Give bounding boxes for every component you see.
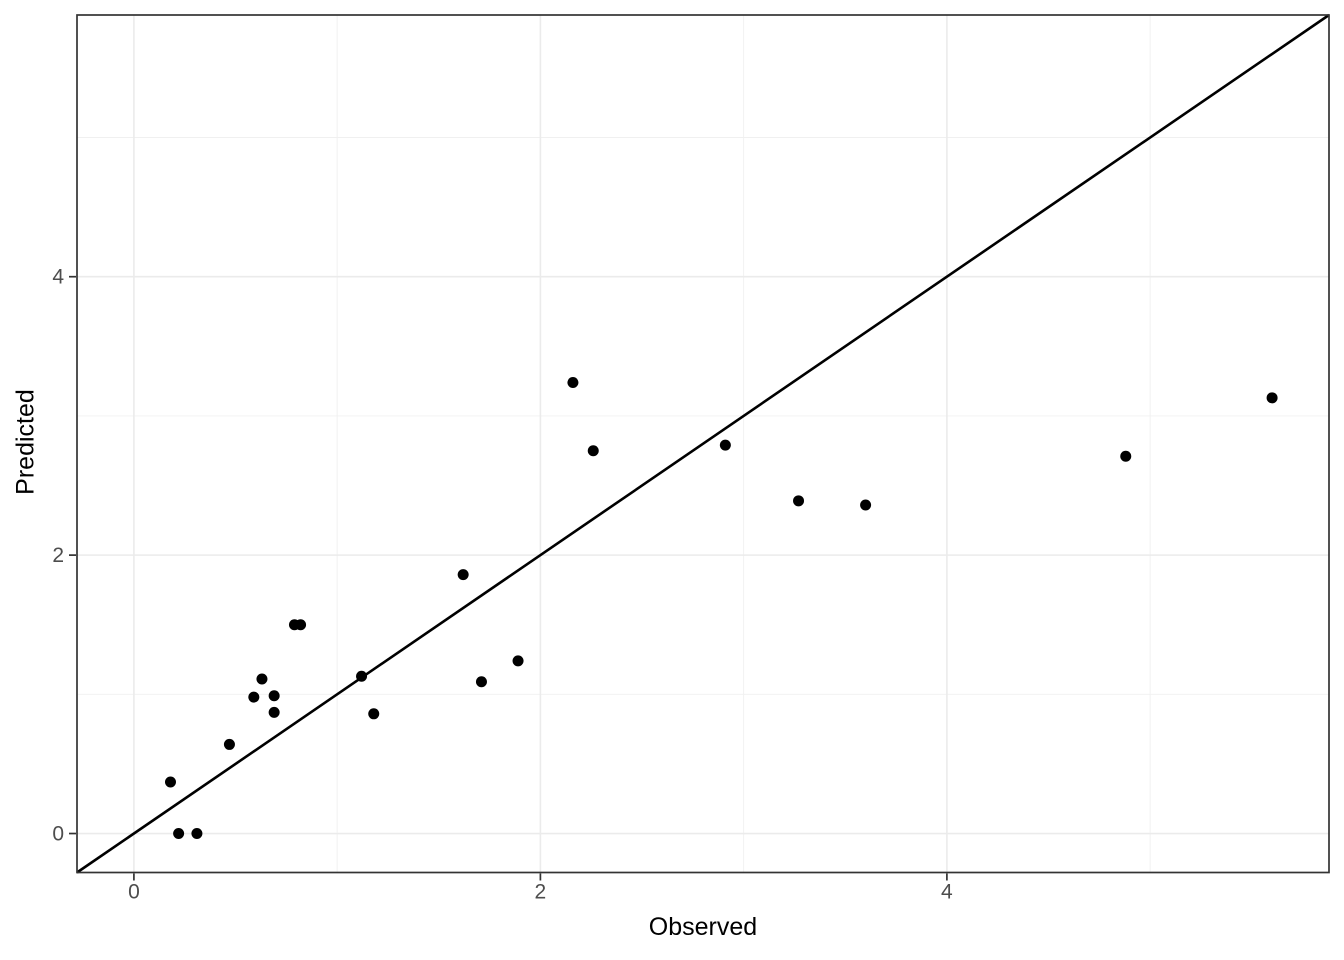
data-point bbox=[587, 445, 599, 457]
y-tick-label: 2 bbox=[52, 544, 64, 567]
data-point bbox=[164, 776, 176, 788]
data-point bbox=[457, 569, 469, 581]
data-point bbox=[295, 619, 307, 631]
y-axis-title: Predicted bbox=[11, 389, 40, 495]
data-point bbox=[793, 495, 805, 507]
data-point bbox=[1120, 450, 1132, 462]
data-point bbox=[475, 676, 487, 688]
data-point bbox=[719, 439, 731, 451]
data-point bbox=[860, 499, 872, 511]
data-point bbox=[223, 738, 235, 750]
y-tick-label: 4 bbox=[52, 266, 64, 289]
data-point bbox=[191, 828, 203, 840]
data-point bbox=[248, 691, 260, 703]
x-tick-label: 0 bbox=[128, 881, 140, 904]
data-point bbox=[368, 708, 380, 720]
data-point bbox=[1266, 392, 1278, 404]
data-point bbox=[356, 670, 368, 682]
data-point bbox=[268, 706, 280, 718]
data-point bbox=[268, 690, 280, 702]
x-axis-title: Observed bbox=[648, 913, 758, 941]
identity-line bbox=[76, 13, 1330, 874]
x-tick-label: 4 bbox=[941, 881, 953, 904]
data-point bbox=[173, 828, 185, 840]
data-point bbox=[512, 655, 524, 667]
x-tick-label: 2 bbox=[535, 881, 547, 904]
y-tick-label: 0 bbox=[52, 823, 64, 846]
data-point bbox=[256, 673, 268, 685]
data-point bbox=[567, 377, 579, 388]
panel-border bbox=[76, 14, 1330, 874]
